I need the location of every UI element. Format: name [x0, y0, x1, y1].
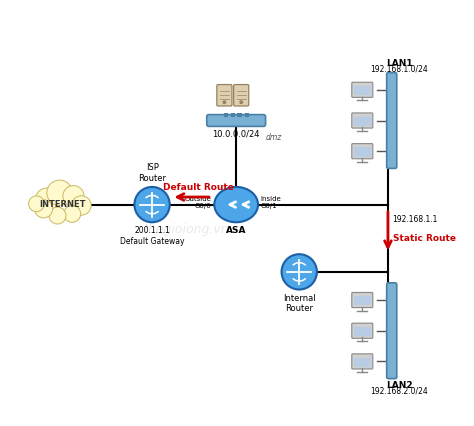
FancyBboxPatch shape: [354, 358, 371, 367]
FancyBboxPatch shape: [217, 84, 232, 106]
Text: Default Route: Default Route: [163, 183, 234, 192]
FancyBboxPatch shape: [352, 144, 373, 159]
FancyBboxPatch shape: [352, 293, 373, 308]
Text: 10.0.0.0/24: 10.0.0.0/24: [212, 130, 260, 139]
Text: INTERNET: INTERNET: [40, 200, 86, 209]
Text: ASA: ASA: [226, 227, 246, 236]
Circle shape: [47, 180, 73, 205]
Circle shape: [35, 200, 53, 218]
FancyBboxPatch shape: [352, 82, 373, 98]
Text: Inside: Inside: [261, 196, 281, 201]
FancyBboxPatch shape: [354, 296, 371, 305]
Text: 192.168.2.0/24: 192.168.2.0/24: [370, 386, 428, 395]
FancyBboxPatch shape: [231, 113, 235, 117]
Text: G0/0: G0/0: [195, 203, 212, 209]
FancyBboxPatch shape: [387, 72, 397, 168]
Text: thegioiong.vn: thegioiong.vn: [143, 223, 228, 236]
FancyBboxPatch shape: [352, 113, 373, 128]
FancyBboxPatch shape: [237, 113, 242, 117]
FancyBboxPatch shape: [387, 283, 397, 379]
Text: dmz: dmz: [265, 133, 282, 142]
Circle shape: [49, 207, 66, 224]
Circle shape: [135, 187, 170, 222]
Text: Internal
Router: Internal Router: [283, 294, 316, 313]
FancyBboxPatch shape: [224, 113, 228, 117]
Ellipse shape: [214, 202, 258, 214]
Text: 192.168.1.0/24: 192.168.1.0/24: [370, 64, 428, 73]
Ellipse shape: [214, 187, 258, 222]
FancyBboxPatch shape: [354, 327, 371, 336]
Text: Static Route: Static Route: [393, 234, 456, 243]
Circle shape: [28, 196, 45, 212]
FancyBboxPatch shape: [352, 323, 373, 338]
FancyBboxPatch shape: [354, 147, 371, 157]
FancyBboxPatch shape: [352, 354, 373, 369]
Circle shape: [64, 205, 81, 222]
Text: LAN1: LAN1: [386, 59, 412, 68]
FancyBboxPatch shape: [354, 86, 371, 95]
Circle shape: [36, 188, 58, 211]
Circle shape: [240, 101, 243, 104]
Circle shape: [63, 186, 84, 207]
FancyBboxPatch shape: [245, 113, 249, 117]
Text: 200.1.1.1
Default Gateway: 200.1.1.1 Default Gateway: [120, 227, 184, 246]
Text: 192.168.1.1: 192.168.1.1: [392, 215, 438, 224]
Circle shape: [223, 101, 226, 104]
FancyBboxPatch shape: [234, 84, 249, 106]
Text: G0/1: G0/1: [261, 203, 277, 209]
Circle shape: [282, 254, 317, 290]
Text: Outside: Outside: [185, 196, 212, 201]
Circle shape: [72, 196, 91, 215]
Text: ISP
Router: ISP Router: [138, 163, 166, 183]
FancyBboxPatch shape: [207, 115, 265, 127]
FancyBboxPatch shape: [354, 117, 371, 126]
Text: LAN2: LAN2: [386, 381, 412, 390]
